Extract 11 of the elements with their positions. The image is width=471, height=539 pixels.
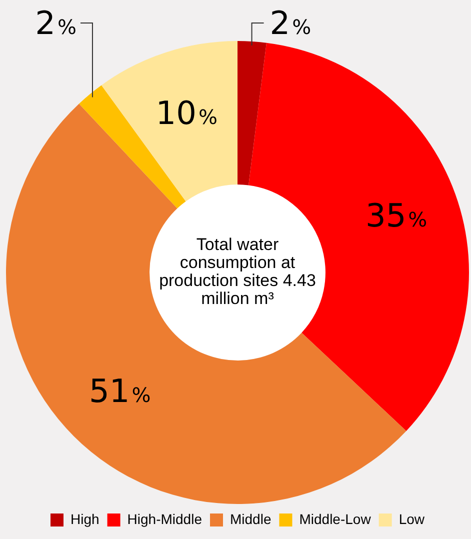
legend-label: Middle-Low [299,510,372,527]
data-label: 2% [270,4,312,42]
data-label: 2% [35,4,76,42]
text: Total water consumption at production sites 4.43 million m³ [159,235,316,308]
data-label: 51% [89,372,151,410]
legend-label: Low [398,510,426,527]
legend-label: Middle [230,510,272,527]
data-label: 10% [156,94,218,132]
data-label: 35% [365,196,428,235]
legend-label: High-Middle [127,510,202,527]
legend-label: High [70,510,100,527]
